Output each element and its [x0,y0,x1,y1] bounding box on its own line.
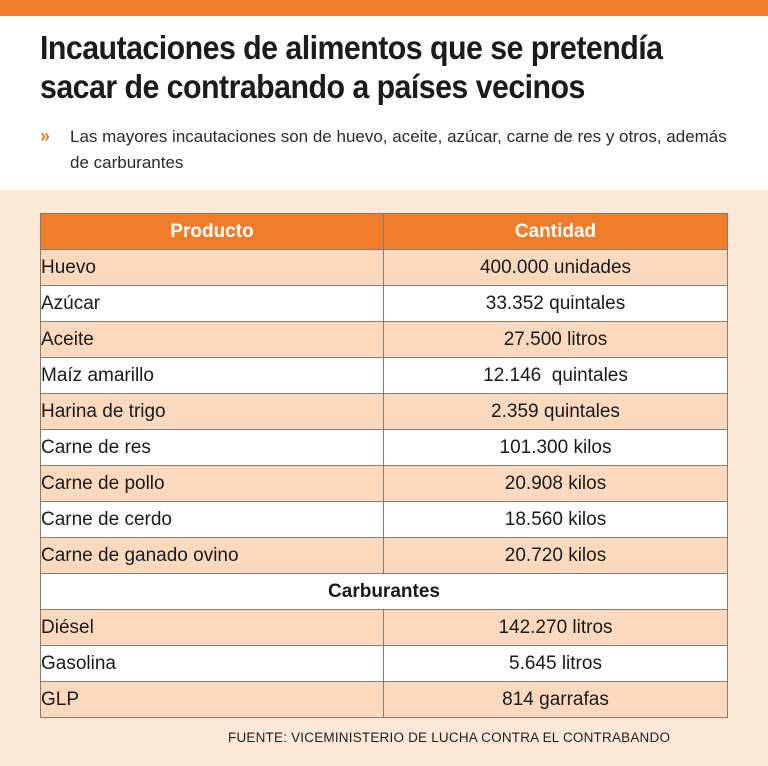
cell-cantidad: 27.500 litros [383,321,728,358]
cell-producto: Huevo [40,249,384,286]
cell-cantidad: 5.645 litros [383,645,728,682]
cell-cantidad: 814 garrafas [383,681,728,718]
header-producto: Producto [40,213,384,250]
cell-producto: Azúcar [40,285,384,322]
source-note: FUENTE: VICEMINISTERIO DE LUCHA CONTRA E… [228,730,671,745]
table-row: Carne de ganado ovino 20.720 kilos [40,537,728,574]
cell-cantidad: 12.146 quintales [383,357,728,394]
cell-producto: Carne de ganado ovino [40,537,384,574]
cell-producto: Harina de trigo [40,393,384,430]
seizures-table: Producto Cantidad Huevo 400.000 unidades… [40,213,728,718]
table-row: Aceite 27.500 litros [40,321,728,358]
cell-cantidad: 18.560 kilos [383,501,728,538]
subtitle: Las mayores incautaciones son de huevo, … [70,127,727,172]
cell-cantidad: 101.300 kilos [383,429,728,466]
table-row: Huevo 400.000 unidades [40,249,728,286]
cell-cantidad: 400.000 unidades [383,249,728,286]
cell-cantidad: 33.352 quintales [383,285,728,322]
cell-producto: Maíz amarillo [40,357,384,394]
table-row: Harina de trigo 2.359 quintales [40,393,728,430]
cell-producto: Carne de res [40,429,384,466]
cell-cantidad: 20.908 kilos [383,465,728,502]
table-row: Gasolina 5.645 litros [40,645,728,682]
cell-producto: Diésel [40,609,384,646]
cell-cantidad: 142.270 litros [383,609,728,646]
section-label: Carburantes [40,573,728,610]
table-row: Maíz amarillo 12.146 quintales [40,357,728,394]
section-row-carburantes: Carburantes [40,573,728,610]
page-title: Incautaciones de alimentos que se preten… [40,29,663,105]
table-row: Carne de cerdo 18.560 kilos [40,501,728,538]
cell-producto: Gasolina [40,645,384,682]
cell-cantidad: 20.720 kilos [383,537,728,574]
table-header-row: Producto Cantidad [40,213,728,250]
subtitle-block: » Las mayores incautaciones son de huevo… [40,124,730,176]
header-cantidad: Cantidad [383,213,728,250]
table-row: Carne de pollo 20.908 kilos [40,465,728,502]
cell-producto: Aceite [40,321,384,358]
table-row: Carne de res 101.300 kilos [40,429,728,466]
cell-cantidad: 2.359 quintales [383,393,728,430]
table-row: GLP 814 garrafas [40,681,728,718]
top-accent-bar [0,0,768,16]
table-row: Azúcar 33.352 quintales [40,285,728,322]
cell-producto: GLP [40,681,384,718]
double-chevron-icon: » [40,126,50,146]
cell-producto: Carne de pollo [40,465,384,502]
table-row: Diésel 142.270 litros [40,609,728,646]
cell-producto: Carne de cerdo [40,501,384,538]
